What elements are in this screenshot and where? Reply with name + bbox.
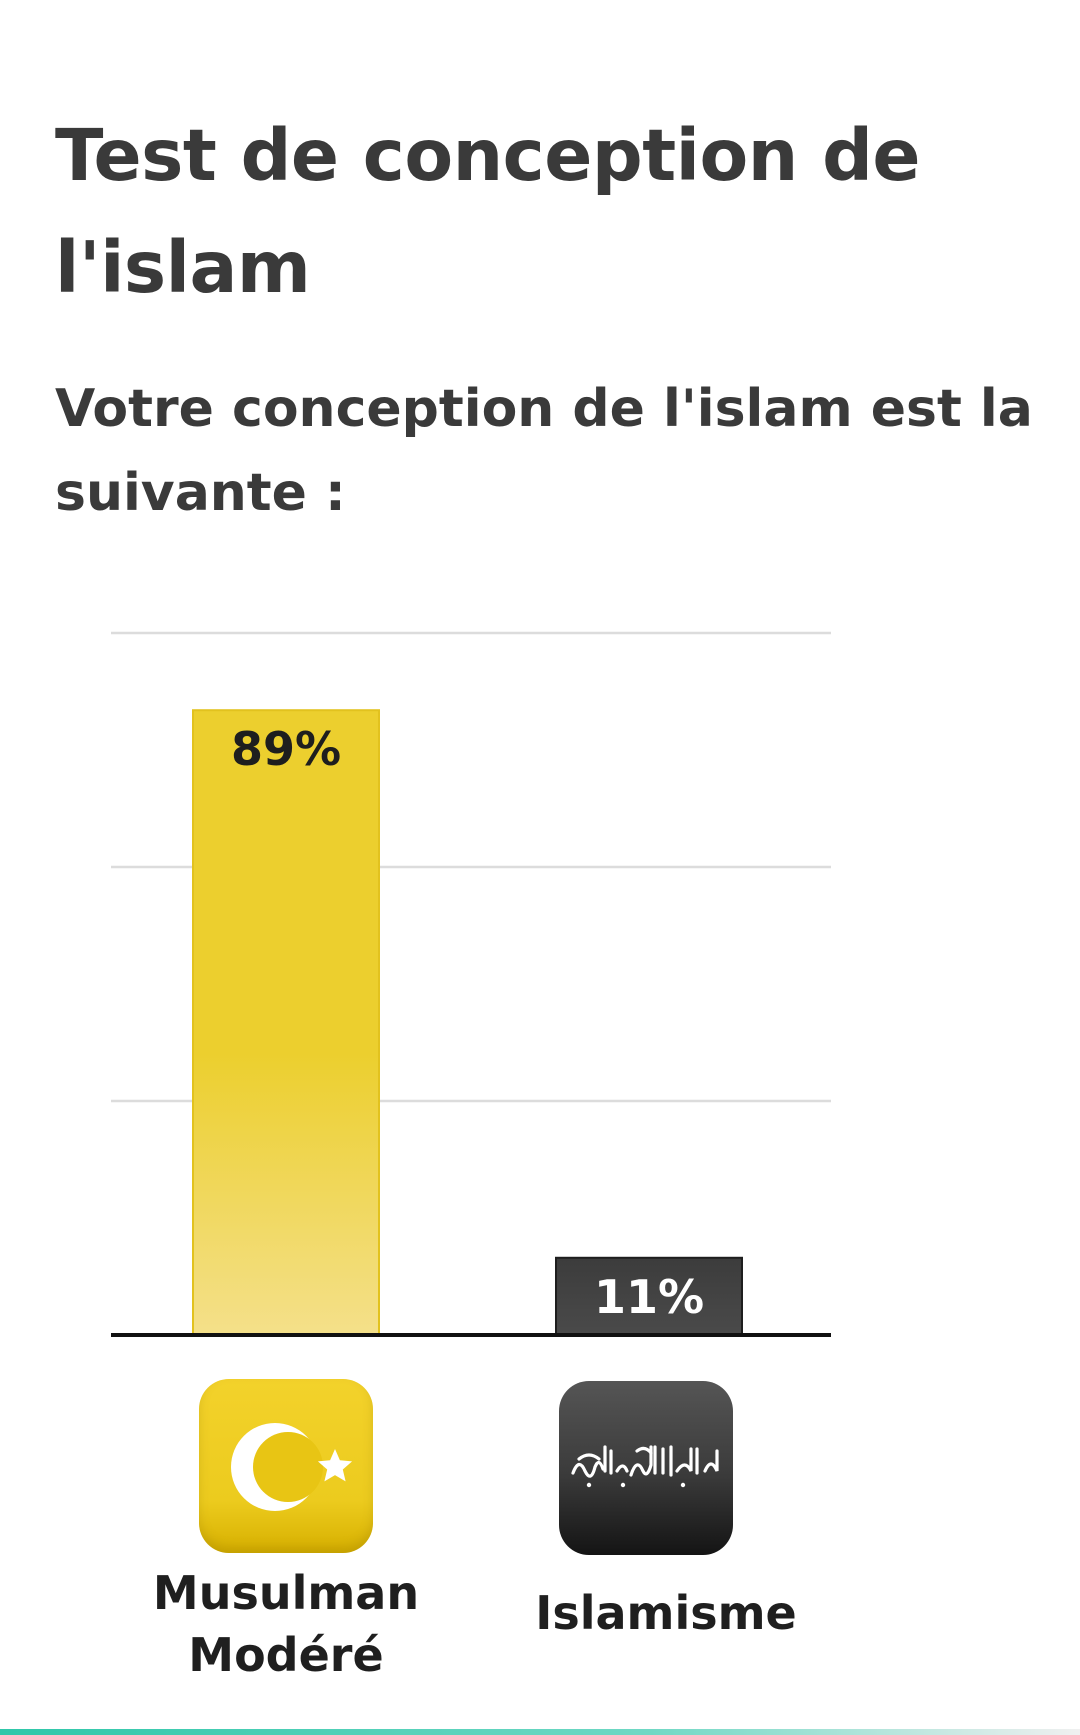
shahada-flag-icon xyxy=(559,1381,733,1555)
result-subtitle: Votre conception de l'islam est la suiva… xyxy=(55,379,1033,523)
bar-moderate-value-label: 89% xyxy=(231,722,341,776)
bar-islamism xyxy=(555,1256,743,1337)
bar-islamism-value-label: 11% xyxy=(594,1270,704,1324)
page-title: Test de conception de l'islam xyxy=(55,114,921,309)
crescent-star-icon xyxy=(199,1379,373,1553)
bottom-accent-strip xyxy=(0,1729,1080,1735)
category-label-moderate: Musulman Modéré xyxy=(152,1566,420,1682)
bar-moderate xyxy=(192,709,380,1337)
category-label-islamism: Islamisme xyxy=(535,1586,797,1640)
result-bar-chart: 89% 11% xyxy=(111,631,831,1337)
